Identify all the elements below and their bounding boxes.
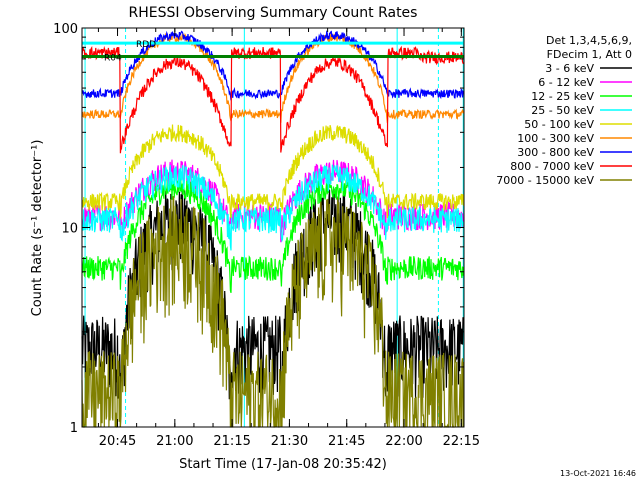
x-tick-label-3: 21:30 [271,434,308,449]
legend: Det 1,3,4,5,6,9, FDecim 1, Att 0 3 - 6 k… [496,34,632,187]
y-axis-label: Count Rate (s⁻¹ detector⁻¹) [30,140,45,317]
axes: 1 10 100 20:45 21:00 21:15 21:30 21:45 22:00 22:1… [53,22,480,449]
x-tick-label-6: 22:15 [443,434,480,449]
series-line-6 [81,30,465,101]
legend-label-0: 3 - 6 keV [545,62,594,75]
flag-layer: RDD R04 [82,40,464,63]
legend-label-5: 100 - 300 keV [517,132,594,145]
legend-label-8: 7000 - 15000 keV [496,174,594,187]
series-line-4 [81,124,465,219]
series-line-7 [81,45,464,154]
legend-label-3: 25 - 50 keV [531,104,594,117]
footer-date: 13-Oct-2021 16:46 [560,469,636,478]
flag-label-rdd: RDD [136,40,156,50]
legend-label-2: 12 - 25 keV [531,90,594,103]
series-layer [81,30,465,428]
x-tick-label-1: 21:00 [156,434,193,449]
x-axis-label: Start Time (17-Jan-08 20:35:42) [179,457,387,472]
x-tick-label-5: 22:00 [385,434,422,449]
y-tick-label-0: 1 [70,421,78,436]
x-tick-label-0: 20:45 [99,434,136,449]
legend-header-line-2: FDecim 1, Att 0 [547,48,632,61]
series-line-8 [81,195,465,428]
y-tick-label-1: 10 [61,222,78,237]
legend-label-6: 300 - 800 keV [517,146,594,159]
legend-label-7: 800 - 7000 keV [510,160,594,173]
chart-title: RHESSI Observing Summary Count Rates [129,5,418,21]
legend-label-1: 6 - 12 keV [538,76,594,89]
flag-label-r04: R04 [104,53,122,63]
x-tick-label-4: 21:45 [328,434,365,449]
series-line-0 [81,188,465,428]
legend-label-4: 50 - 100 keV [524,118,594,131]
legend-header-line-1: Det 1,3,4,5,6,9, [546,34,632,47]
series-line-3 [81,164,465,251]
y-tick-label-2: 100 [53,22,78,37]
x-tick-label-2: 21:15 [213,434,250,449]
series-line-2 [81,176,465,293]
